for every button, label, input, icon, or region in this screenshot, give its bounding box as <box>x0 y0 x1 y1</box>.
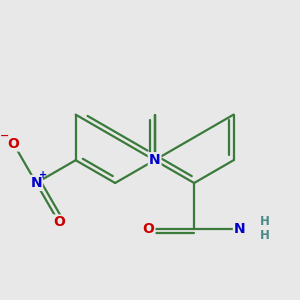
Text: O: O <box>53 215 65 230</box>
Text: N: N <box>149 153 161 167</box>
Text: −: − <box>0 131 10 141</box>
Text: N: N <box>234 222 245 236</box>
Text: O: O <box>142 222 154 236</box>
Text: N: N <box>30 176 42 190</box>
Text: O: O <box>8 136 19 151</box>
Text: +: + <box>39 170 47 180</box>
Text: H: H <box>260 229 270 242</box>
Text: H: H <box>260 215 270 228</box>
